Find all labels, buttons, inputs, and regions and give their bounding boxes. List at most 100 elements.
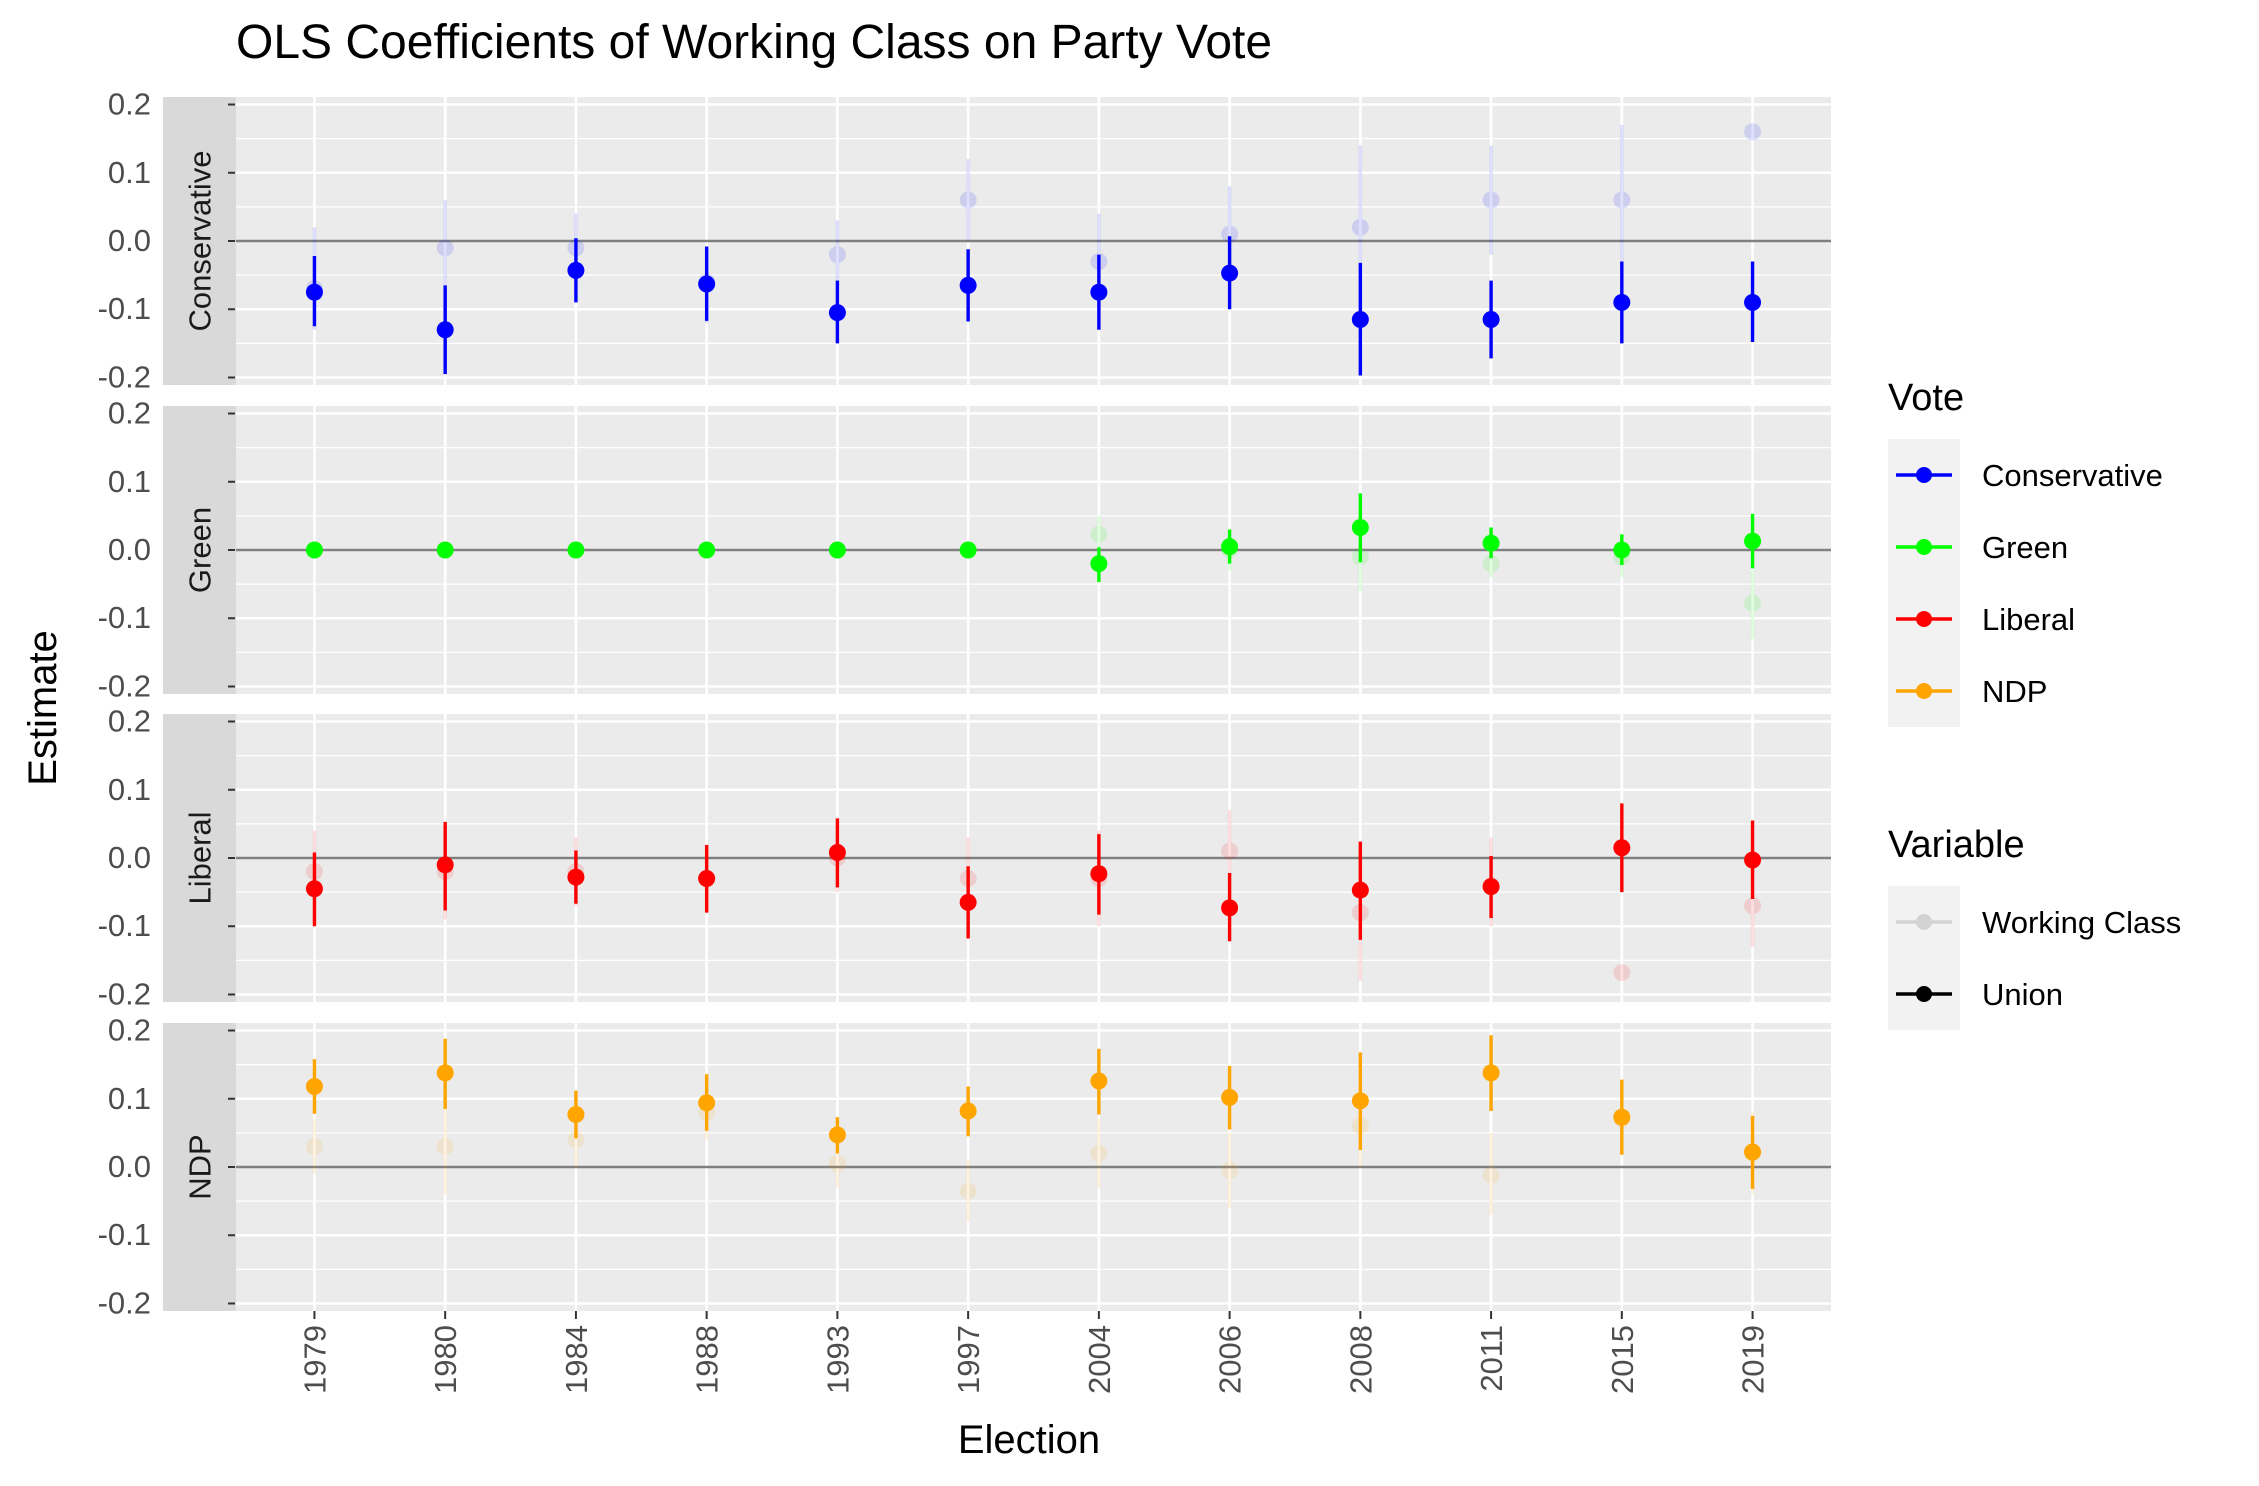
- y-axis-label: Estimate: [21, 630, 65, 786]
- legend-entry-union: Union: [1888, 958, 2063, 1030]
- y-tick-label: 0.0: [108, 1149, 151, 1184]
- legend-label: Green: [1982, 530, 2068, 565]
- data-point: [305, 880, 323, 898]
- facet-panel-conservative: Conservative -0.2 -0.1 0.0 0.1 0.2: [98, 87, 1831, 394]
- x-tick-label: 1988: [690, 1325, 725, 1394]
- legend-key-point: [1916, 467, 1932, 483]
- data-point: [436, 1064, 454, 1082]
- legend-label: Liberal: [1982, 602, 2075, 637]
- data-point: [828, 304, 846, 322]
- data-point: [1090, 525, 1108, 543]
- data-point: [1221, 225, 1239, 243]
- series-union: [305, 236, 1762, 376]
- data-point: [1613, 964, 1631, 982]
- x-tick-label: 2004: [1082, 1325, 1117, 1394]
- data-point: [1221, 538, 1239, 556]
- data-point: [828, 1155, 846, 1173]
- facet-strip-label: Green: [183, 507, 218, 593]
- data-point: [1090, 1144, 1108, 1162]
- facet-strip: [163, 406, 236, 694]
- x-tick-label: 1997: [951, 1325, 986, 1394]
- data-point: [1090, 283, 1108, 301]
- data-point: [1221, 1161, 1239, 1179]
- data-point: [567, 261, 585, 279]
- series-union: [305, 803, 1762, 942]
- data-point: [1351, 881, 1369, 899]
- y-tick-label: -0.1: [98, 291, 151, 326]
- legend-entry-ndp: NDP: [1888, 655, 2047, 727]
- data-point: [1744, 293, 1762, 311]
- legend-key-point: [1916, 611, 1932, 627]
- x-tick-label: 1984: [559, 1325, 594, 1394]
- legend-label: NDP: [1982, 674, 2047, 709]
- facet-panel-green: Green -0.2 -0.1 0.0 0.1 0.2: [98, 396, 1831, 703]
- data-point: [698, 1094, 716, 1112]
- data-point: [436, 856, 454, 874]
- y-tick-label: 0.1: [108, 1081, 151, 1116]
- data-point: [959, 1102, 977, 1120]
- data-point: [959, 893, 977, 911]
- data-point: [1613, 839, 1631, 857]
- x-tick-label: 1980: [428, 1325, 463, 1394]
- chart-title: OLS Coefficients of Working Class on Par…: [236, 16, 1272, 69]
- data-point: [828, 844, 846, 862]
- x-tick-label: 2008: [1343, 1325, 1378, 1394]
- data-point: [959, 191, 977, 209]
- facet-strip-label: NDP: [183, 1134, 218, 1199]
- y-tick-label: 0.2: [108, 396, 151, 431]
- data-point: [959, 1182, 977, 1200]
- data-point: [1744, 594, 1762, 612]
- data-point: [1090, 1072, 1108, 1090]
- facet-strip: [163, 1023, 236, 1311]
- facet-panel-liberal: Liberal -0.2 -0.1 0.0 0.1 0.2: [98, 704, 1831, 1011]
- legend-key-point: [1916, 914, 1932, 930]
- data-point: [698, 275, 716, 293]
- y-tick-label: 0.1: [108, 155, 151, 190]
- legend-entry-working-class: Working Class: [1888, 886, 2181, 958]
- data-point: [1351, 310, 1369, 328]
- legend: Vote Conservative Green Liberal NDP Variable W…: [1888, 377, 2181, 1030]
- y-tick-label: 0.1: [108, 772, 151, 807]
- y-tick-label: -0.1: [98, 1217, 151, 1252]
- legend-label: Conservative: [1982, 458, 2163, 493]
- data-point: [1744, 1143, 1762, 1161]
- data-point: [436, 321, 454, 339]
- y-tick-label: 0.0: [108, 532, 151, 567]
- y-tick-label: 0.1: [108, 464, 151, 499]
- facet-strip: [163, 714, 236, 1002]
- data-point: [567, 1131, 585, 1149]
- facet-strip-label: Liberal: [183, 811, 218, 904]
- data-point: [1351, 518, 1369, 536]
- legend-key-point: [1916, 986, 1932, 1002]
- data-point: [959, 276, 977, 294]
- y-tick-label: 0.0: [108, 223, 151, 258]
- facet-strip-label: Conservative: [183, 151, 218, 332]
- x-tick-label: 2015: [1605, 1325, 1640, 1394]
- y-tick-label: -0.2: [98, 359, 151, 394]
- data-point: [1221, 842, 1239, 860]
- facet-strip: [163, 97, 236, 385]
- data-point: [305, 541, 323, 559]
- series-union: [305, 1035, 1762, 1189]
- y-tick-label: 0.2: [108, 87, 151, 122]
- data-point: [567, 1105, 585, 1123]
- series-union: [305, 493, 1762, 583]
- y-tick-label: 0.2: [108, 1013, 151, 1048]
- data-point: [1090, 555, 1108, 573]
- legend-key-background: [1888, 886, 1960, 958]
- y-tick-label: -0.2: [98, 668, 151, 703]
- legend-entry-liberal: Liberal: [1888, 583, 2075, 655]
- facet-panel-ndp: NDP -0.2 -0.1 0.0 0.1 0.2: [98, 1013, 1831, 1320]
- data-point: [1221, 264, 1239, 282]
- x-tick-label: 2006: [1213, 1325, 1248, 1394]
- data-point: [698, 869, 716, 887]
- data-point: [1221, 1088, 1239, 1106]
- legend-label: Working Class: [1982, 905, 2181, 940]
- data-point: [828, 246, 846, 264]
- data-point: [1613, 1108, 1631, 1126]
- data-point: [828, 1126, 846, 1144]
- data-point: [1482, 1064, 1500, 1082]
- legend-label: Union: [1982, 977, 2063, 1012]
- data-point: [1482, 534, 1500, 552]
